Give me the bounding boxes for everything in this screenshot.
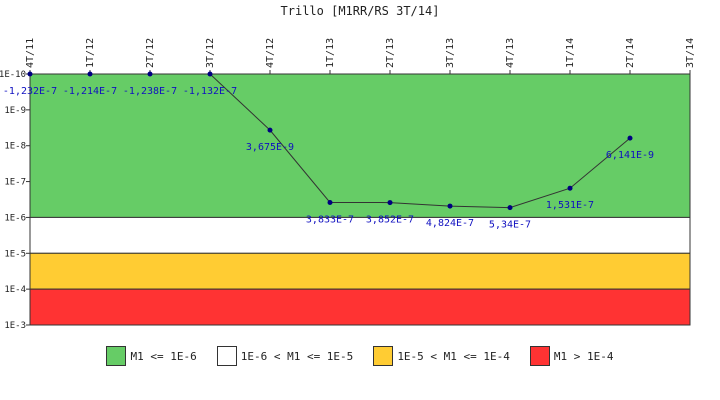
x-tick-label: 3T/14 bbox=[685, 38, 696, 68]
data-label: 3,833E-7 bbox=[306, 214, 354, 225]
y-tick-label: 1E-9 bbox=[4, 106, 26, 116]
legend-swatch-band-4 bbox=[529, 346, 550, 366]
data-point bbox=[387, 200, 393, 206]
y-tick-label: 1E-3 bbox=[4, 321, 26, 331]
data-point bbox=[447, 203, 453, 209]
x-tick-label: 2T/13 bbox=[385, 38, 396, 68]
data-point bbox=[507, 205, 513, 211]
data-point bbox=[207, 71, 213, 77]
x-tick-label: 2T/12 bbox=[145, 38, 156, 68]
data-label: 4,824E-7 bbox=[426, 218, 474, 229]
data-label: -1,238E-7 bbox=[123, 86, 177, 97]
data-points bbox=[27, 71, 633, 211]
data-point bbox=[147, 71, 153, 77]
legend: M1 <= 1E-6 1E-6 < M1 <= 1E-5 1E-5 < M1 <… bbox=[0, 343, 720, 369]
data-point bbox=[327, 199, 333, 205]
y-tick-label: 1E-7 bbox=[4, 178, 26, 188]
band-1 bbox=[29, 73, 691, 218]
x-tick-label: 4T/12 bbox=[265, 38, 276, 68]
data-label: 3,675E-9 bbox=[246, 142, 294, 153]
x-tick-label: 4T/11 bbox=[25, 38, 36, 68]
x-tick-label: 1T/12 bbox=[85, 38, 96, 68]
legend-label-band-3: 1E-5 < M1 <= 1E-4 bbox=[397, 349, 510, 363]
x-tick-label: 3T/12 bbox=[205, 38, 216, 68]
data-point bbox=[27, 71, 33, 77]
data-point bbox=[267, 127, 273, 133]
y-tick-label: 1E-10 bbox=[0, 70, 26, 80]
data-label: 5,34E-7 bbox=[489, 220, 531, 231]
y-tick-label: 1E-8 bbox=[4, 142, 26, 152]
band-2 bbox=[29, 216, 691, 254]
legend-item-band-3: 1E-5 < M1 <= 1E-4 bbox=[373, 346, 510, 366]
data-label: 6,141E-9 bbox=[606, 150, 654, 161]
legend-item-band-2: 1E-6 < M1 <= 1E-5 bbox=[216, 346, 354, 366]
data-label: -1,132E-7 bbox=[183, 86, 237, 97]
legend-label-band-4: M1 > 1E-4 bbox=[553, 349, 614, 363]
data-label: -1,232E-7 bbox=[3, 86, 57, 97]
plot-frame bbox=[29, 73, 691, 326]
data-label: 1,531E-7 bbox=[546, 200, 594, 211]
y-tick-label: 1E-5 bbox=[4, 249, 26, 259]
x-tick-label: 2T/14 bbox=[625, 38, 636, 68]
y-tick-label: 1E-6 bbox=[4, 213, 26, 223]
legend-swatch-band-3 bbox=[373, 346, 394, 366]
data-point bbox=[627, 135, 633, 141]
legend-label-band-1: M1 <= 1E-6 bbox=[130, 349, 197, 363]
data-label: -1,214E-7 bbox=[63, 86, 117, 97]
axes: 1E-10 1E-9 1E-8 1E-7 1E-6 1E-5 1E-4 1E-3 4T/11 1T… bbox=[0, 38, 696, 331]
data-point bbox=[567, 185, 573, 191]
x-tick-label: 1T/14 bbox=[565, 38, 576, 68]
legend-swatch-band-1 bbox=[106, 346, 127, 366]
legend-item-band-1: M1 <= 1E-6 bbox=[106, 346, 197, 366]
data-point bbox=[87, 71, 93, 77]
x-tick-label: 4T/13 bbox=[505, 38, 516, 68]
band-3 bbox=[29, 252, 691, 290]
legend-item-band-4: M1 > 1E-4 bbox=[529, 346, 614, 366]
risk-bands bbox=[29, 73, 691, 326]
x-tick-label: 3T/13 bbox=[445, 38, 456, 68]
y-tick-label: 1E-4 bbox=[4, 285, 26, 295]
x-tick-label: 1T/13 bbox=[325, 38, 336, 68]
chart-title: Trillo [M1RR/RS 3T/14] bbox=[281, 4, 440, 18]
legend-label-band-2: 1E-6 < M1 <= 1E-5 bbox=[240, 349, 354, 363]
data-label: 3,852E-7 bbox=[366, 215, 414, 226]
legend-swatch-band-2 bbox=[216, 346, 237, 366]
data-labels: -1,232E-7 -1,214E-7 -1,238E-7 -1,132E-7 3,67… bbox=[3, 86, 654, 231]
band-4 bbox=[29, 288, 691, 326]
